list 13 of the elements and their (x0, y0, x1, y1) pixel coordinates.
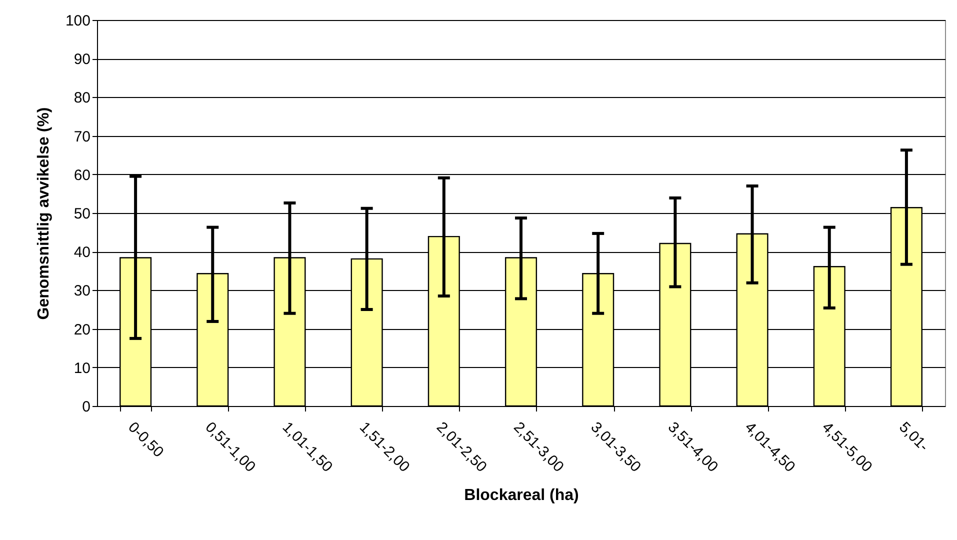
y-tick-label: 40 (74, 244, 90, 262)
y-tick-label: 80 (74, 90, 90, 107)
y-tick-label: 10 (74, 360, 90, 377)
y-tick-label: 30 (74, 282, 90, 300)
x-axis-title: Blockareal (ha) (464, 486, 579, 504)
y-tick-label: 100 (65, 12, 90, 30)
y-tick-label: 70 (74, 128, 90, 146)
y-tick-label: 0 (82, 398, 90, 416)
y-tick-label: 60 (74, 166, 90, 184)
y-tick-label: 90 (74, 51, 90, 68)
y-tick-label: 20 (74, 321, 90, 338)
y-tick-label: 50 (74, 206, 90, 222)
y-axis-title: Genomsnittlig avvikelse (%) (35, 107, 52, 320)
